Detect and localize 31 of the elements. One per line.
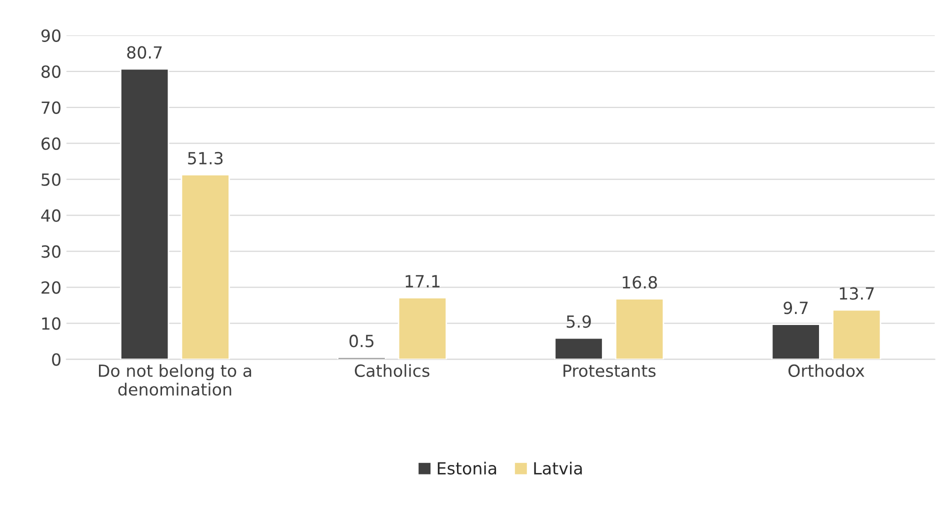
y-tick-label: 80 — [41, 65, 60, 78]
bar — [614, 298, 664, 360]
data-label: 9.7 — [784, 302, 808, 314]
bar — [120, 68, 170, 360]
legend-label: Latvia — [534, 462, 582, 475]
legend-label: Estonia — [438, 462, 496, 475]
bar — [832, 309, 882, 360]
data-label: 80.7 — [127, 46, 162, 59]
y-tick-label: 60 — [42, 137, 60, 150]
y-tick-label: 90 — [41, 29, 60, 42]
x-tick-label: Do not belong to a denomination — [98, 364, 252, 396]
bar — [398, 297, 448, 360]
y-tick-label: 20 — [42, 281, 60, 294]
y-tick-label: 30 — [42, 245, 60, 258]
bar — [771, 324, 820, 360]
data-label: 0.5 — [350, 334, 374, 348]
y-tick-label: 10 — [42, 317, 60, 330]
data-label: 16.8 — [622, 276, 657, 289]
data-label: 51.3 — [188, 152, 223, 164]
x-tick-label: Catholics — [354, 364, 430, 378]
bar — [554, 337, 604, 360]
data-label: 13.7 — [840, 287, 874, 300]
data-label: 5.9 — [566, 315, 591, 328]
y-tick-label: 40 — [41, 209, 60, 222]
y-tick-label: 70 — [42, 101, 60, 114]
y-tick-label: 50 — [42, 173, 60, 186]
y-tick-label: 0 — [52, 353, 60, 366]
data-label: 17.1 — [406, 275, 440, 288]
bar — [180, 174, 230, 360]
x-tick-label: Protestants — [564, 364, 656, 378]
x-tick-label: Orthodox — [788, 364, 864, 378]
